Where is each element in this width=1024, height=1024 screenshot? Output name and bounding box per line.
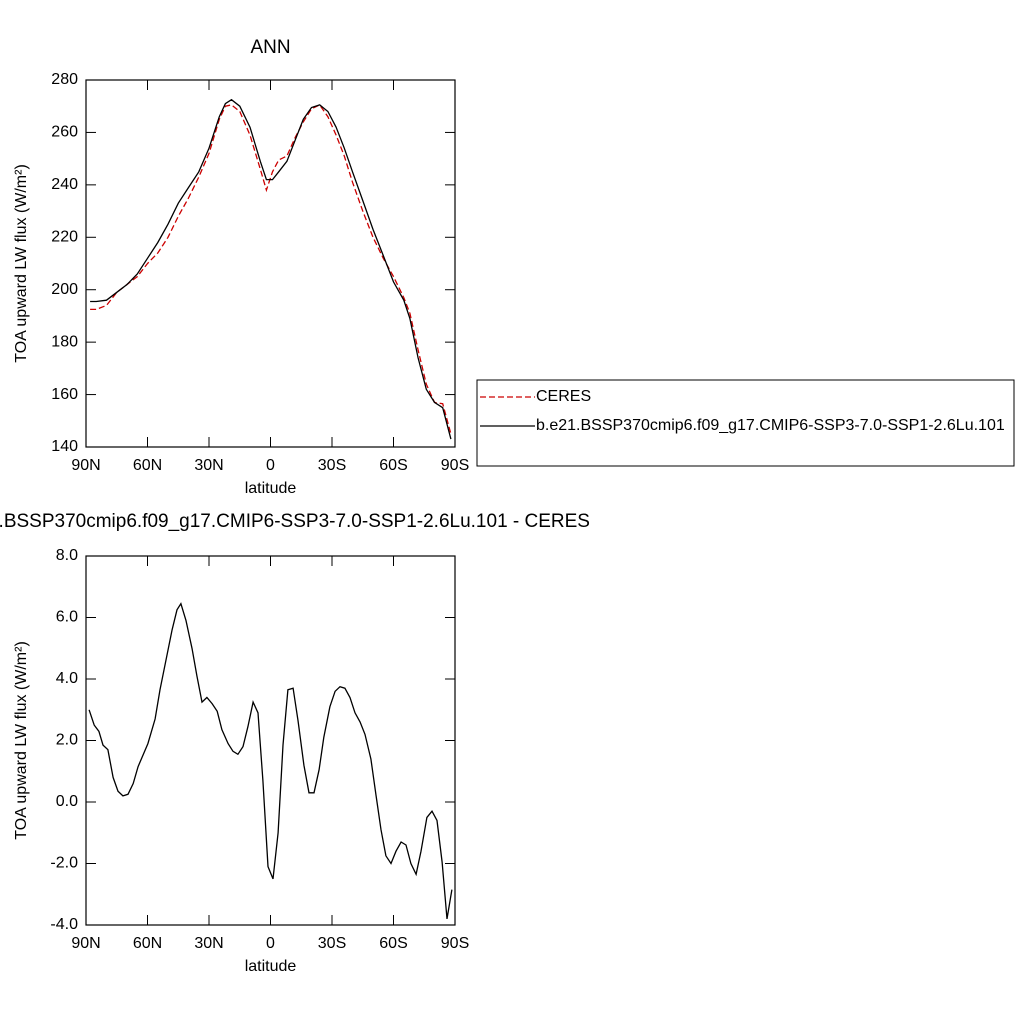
y-tick-label: 4.0 xyxy=(56,670,78,687)
y-tick-label: 200 xyxy=(51,281,78,298)
y-tick-label: 160 xyxy=(51,386,78,403)
x-tick-label: 0 xyxy=(266,457,275,474)
chart-title: b.e21.BSSP370cmip6.f09_g17.CMIP6-SSP3-7.… xyxy=(0,511,590,532)
y-tick-label: 180 xyxy=(51,333,78,350)
y-tick-label: -2.0 xyxy=(50,855,78,872)
chart-title: ANN xyxy=(250,37,290,58)
y-tick-label: 240 xyxy=(51,176,78,193)
y-tick-label: 6.0 xyxy=(56,609,78,626)
plot-frame xyxy=(85,555,456,926)
y-tick-label: 220 xyxy=(51,229,78,246)
x-tick-label: 90N xyxy=(71,935,100,952)
x-tick-label: 90N xyxy=(71,457,100,474)
y-tick-label: 280 xyxy=(51,71,78,88)
x-tick-label: 90S xyxy=(441,457,469,474)
plot-frame xyxy=(85,79,456,448)
x-tick-label: 60S xyxy=(379,935,407,952)
data-line xyxy=(88,602,453,920)
x-tick-label: 60S xyxy=(379,457,407,474)
legend-label: CERES xyxy=(536,388,591,405)
x-tick-label: 30S xyxy=(318,935,346,952)
y-axis-label: TOA upward LW flux (W/m²) xyxy=(13,641,30,840)
x-axis-label: latitude xyxy=(245,958,297,975)
x-axis-label: latitude xyxy=(245,480,297,497)
x-tick-label: 60N xyxy=(133,935,162,952)
x-tick-label: 30N xyxy=(194,457,223,474)
x-tick-label: 90S xyxy=(441,935,469,952)
data-line xyxy=(90,98,452,440)
x-tick-label: 30N xyxy=(194,935,223,952)
y-tick-label: 2.0 xyxy=(56,732,78,749)
x-tick-label: 30S xyxy=(318,457,346,474)
y-tick-label: 140 xyxy=(51,438,78,455)
data-line xyxy=(90,104,452,435)
x-tick-label: 60N xyxy=(133,457,162,474)
y-axis-label: TOA upward LW flux (W/m²) xyxy=(13,164,30,363)
y-tick-label: 260 xyxy=(51,124,78,141)
y-tick-label: 8.0 xyxy=(56,547,78,564)
x-tick-label: 0 xyxy=(266,935,275,952)
y-tick-label: -4.0 xyxy=(50,916,78,933)
legend-label: b.e21.BSSP370cmip6.f09_g17.CMIP6-SSP3-7.… xyxy=(536,417,1005,434)
legend-box xyxy=(476,379,1015,467)
y-tick-label: 0.0 xyxy=(56,793,78,810)
